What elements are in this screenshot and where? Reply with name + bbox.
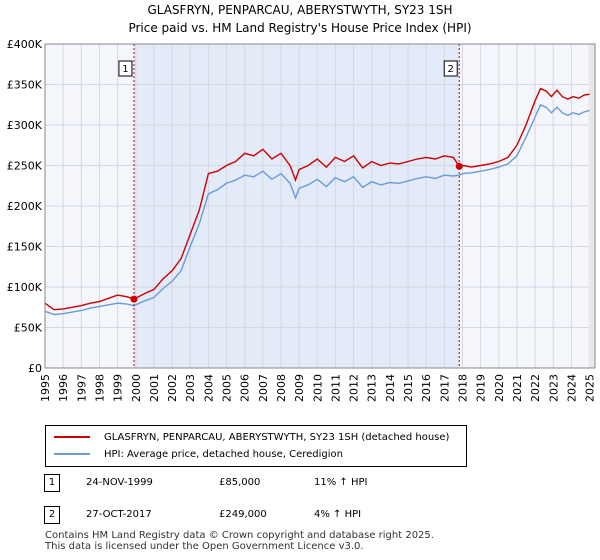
transaction-number: 1 [44,474,60,492]
x-tick-label: 2013 [366,374,379,402]
y-tick-label: £200K [7,200,43,213]
y-tick-label: £100K [7,281,43,294]
sale-marker-box [118,60,133,77]
transaction-price: £249,000 [219,509,267,520]
legend-swatch-hpi [54,453,90,455]
footer: Contains HM Land Registry data © Crown c… [45,530,434,552]
y-tick-label: £250K [7,160,43,173]
x-tick-label: 2024 [565,374,578,402]
plot-border [44,43,596,369]
price-chart: £0 £50K £100K £150K £200K £250K £300K £350K £400… [7,38,597,402]
hpi-series-line [44,103,590,316]
x-tick-label: 2016 [420,374,433,402]
x-tick-label: 2011 [329,374,342,402]
chart-legend: GLASFRYN, PENPARCAU, ABERYSTWYTH, SY23 1… [45,425,467,467]
y-tick-label: £300K [7,119,43,132]
x-tick-label: 2010 [311,374,324,402]
chart-subtitle: Price paid vs. HM Land Registry's House … [128,21,472,35]
sale-marker-box [443,60,458,77]
x-tick-label: 2017 [438,374,451,402]
x-tick-label: 2005 [221,374,234,402]
transaction-row: 2 27-OCT-2017 £249,000 4% ↑ HPI [44,506,404,524]
x-tick-label: 1995 [39,374,52,402]
sale-marker-label: 2 [448,64,454,75]
sale-point [130,295,138,303]
legend-swatch-property [54,436,90,438]
transaction-hpi-delta: 4% ↑ HPI [314,509,362,520]
x-tick-label: 2018 [456,374,469,402]
x-tick-label: 2025 [584,374,597,402]
property-series-line [44,87,590,311]
y-tick-label: £50K [14,322,43,335]
x-tick-label: 2003 [184,374,197,402]
x-tick-label: 2014 [384,374,397,402]
legend-entry-property: GLASFRYN, PENPARCAU, ABERYSTWYTH, SY23 1… [54,430,449,444]
x-tick-label: 2022 [529,374,542,402]
future-hatch-region [588,44,595,368]
x-tick-label: 1996 [57,374,70,402]
x-tick-label: 2001 [148,374,161,402]
x-tick-label: 2008 [275,374,288,402]
x-tick-label: 2007 [257,374,270,402]
x-tick-label: 2015 [402,374,415,402]
transaction-date: 24-NOV-1999 [86,477,153,488]
footer-copyright: Contains HM Land Registry data © Crown c… [45,530,434,541]
transaction-row: 1 24-NOV-1999 £85,000 11% ↑ HPI [44,474,404,492]
x-tick-label: 2020 [493,374,506,402]
transaction-number: 2 [44,506,60,524]
y-tick-label: £400K [7,38,43,51]
x-tick-label: 2002 [166,374,179,402]
x-tick-label: 1998 [93,374,106,402]
x-tick-label: 2021 [511,374,524,402]
y-tick-label: £150K [7,241,43,254]
transaction-price: £85,000 [219,477,261,488]
transaction-date: 27-OCT-2017 [86,509,152,520]
x-tick-label: 2006 [239,374,252,402]
y-tick-label: £0 [28,362,42,375]
y-tick-label: £350K [7,79,43,92]
x-tick-label: 2009 [293,374,306,402]
footer-license: This data is licensed under the Open Gov… [45,541,364,552]
x-tick-label: 1999 [112,374,125,402]
sale-point [455,162,463,170]
x-tick-label: 2004 [202,374,215,402]
legend-label-hpi: HPI: Average price, detached house, Cere… [104,448,343,460]
legend-label-property: GLASFRYN, PENPARCAU, ABERYSTWYTH, SY23 1… [104,431,450,443]
x-tick-label: 2012 [348,374,361,402]
x-tick-label: 2023 [547,374,560,402]
legend-entry-hpi: HPI: Average price, detached house, Cere… [54,447,343,461]
x-tick-label: 2019 [475,374,488,402]
transaction-hpi-delta: 11% ↑ HPI [314,477,368,488]
x-tick-label: 2000 [130,374,143,402]
x-tick-label: 1997 [75,374,88,402]
sale-marker-label: 1 [122,64,128,75]
chart-title: GLASFRYN, PENPARCAU, ABERYSTWYTH, SY23 1… [147,3,453,17]
